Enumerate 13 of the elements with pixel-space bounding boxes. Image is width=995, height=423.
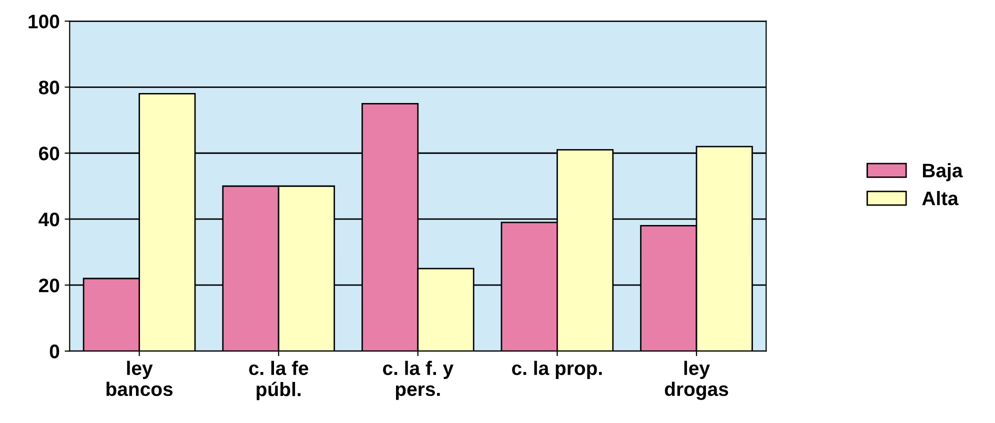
legend-label: Baja — [922, 163, 963, 182]
x-tick-label: ley drogas — [664, 360, 728, 400]
y-tick-label: 100 — [28, 14, 60, 28]
x-tick-label: c. la f. y pers. — [382, 360, 454, 400]
x-tick-label: c. la fe públ. — [249, 360, 308, 400]
x-tick-label: ley bancos — [106, 360, 173, 396]
y-tick-label: 0 — [50, 344, 60, 358]
legend-label: Alta — [922, 190, 959, 206]
y-tick-label: 80 — [38, 80, 60, 94]
y-tick-label: 40 — [38, 212, 60, 226]
y-tick-label: 20 — [38, 278, 60, 292]
y-tick-label: 60 — [39, 146, 60, 160]
x-tick-label: c. la prop. — [512, 360, 602, 379]
